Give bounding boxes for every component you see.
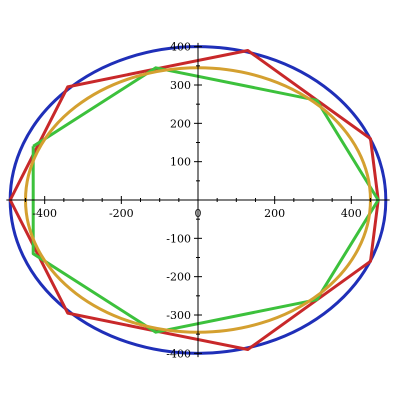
y-tick-label: -100 bbox=[166, 232, 191, 245]
x-tick-label: 200 bbox=[264, 207, 285, 220]
x-tick-label: 0 bbox=[195, 207, 202, 220]
x-tick-label: 400 bbox=[341, 207, 362, 220]
y-tick-label: 400 bbox=[170, 41, 191, 54]
x-tick-label: -400 bbox=[32, 207, 57, 220]
x-tick-label: -200 bbox=[109, 207, 134, 220]
y-tick-label: 100 bbox=[170, 156, 191, 169]
y-tick-label: -200 bbox=[166, 271, 191, 284]
axes-layer: -400 -200 0 200 400 -400 -300 -200 -100 100 200 300… bbox=[6, 41, 390, 360]
series-2-curve bbox=[31, 66, 380, 334]
y-tick-label: -300 bbox=[166, 309, 191, 322]
y-tick-label: -400 bbox=[166, 347, 191, 360]
y-tick-label: 300 bbox=[170, 79, 191, 92]
y-tick-label: 200 bbox=[170, 117, 191, 130]
